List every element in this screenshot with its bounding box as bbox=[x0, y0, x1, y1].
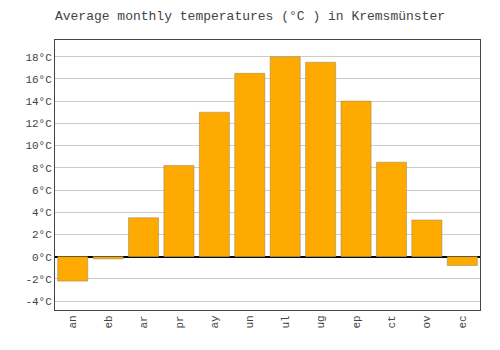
svg-text:12°C: 12°C bbox=[25, 118, 52, 130]
svg-text:6°C: 6°C bbox=[32, 185, 52, 197]
svg-text:14°C: 14°C bbox=[25, 96, 52, 108]
svg-text:10°C: 10°C bbox=[25, 140, 52, 152]
svg-text:8°C: 8°C bbox=[32, 163, 52, 175]
svg-text:ug: ug bbox=[315, 315, 327, 328]
svg-text:4°C: 4°C bbox=[32, 207, 52, 219]
svg-text:ct: ct bbox=[386, 315, 398, 328]
svg-text:ec: ec bbox=[457, 315, 469, 328]
svg-text:ul: ul bbox=[280, 315, 292, 328]
svg-text:16°C: 16°C bbox=[25, 74, 52, 86]
svg-text:18°C: 18°C bbox=[25, 52, 52, 64]
svg-text:Average monthly temperatures (: Average monthly temperatures (°C ) in Kr… bbox=[55, 9, 445, 24]
svg-text:ep: ep bbox=[351, 315, 363, 328]
svg-text:an: an bbox=[67, 315, 79, 328]
svg-text:ov: ov bbox=[421, 315, 433, 329]
svg-text:-2°C: -2°C bbox=[25, 274, 52, 286]
svg-text:un: un bbox=[244, 315, 256, 328]
svg-text:pr: pr bbox=[174, 315, 186, 328]
svg-text:0°C: 0°C bbox=[32, 252, 52, 264]
svg-text:ar: ar bbox=[138, 315, 150, 328]
svg-text:-4°C: -4°C bbox=[25, 296, 52, 308]
svg-text:eb: eb bbox=[103, 315, 115, 328]
svg-text:ay: ay bbox=[209, 315, 221, 329]
svg-text:2°C: 2°C bbox=[32, 229, 52, 241]
